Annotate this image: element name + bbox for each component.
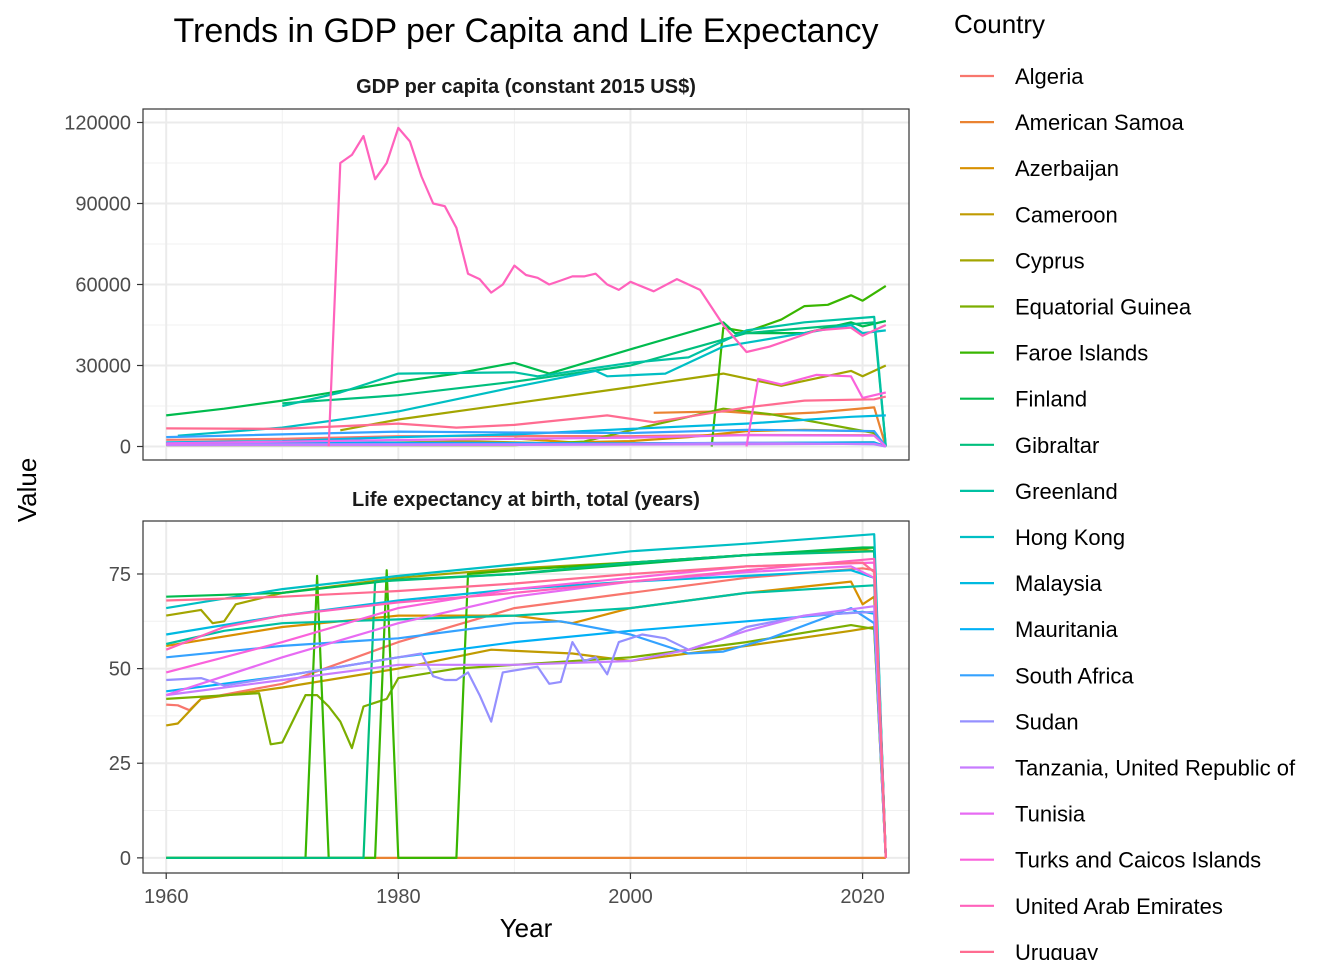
legend-label: Cyprus <box>1015 248 1085 273</box>
panel-title: GDP per capita (constant 2015 US$) <box>356 76 696 98</box>
legend-item: Mauritania <box>960 617 1118 642</box>
series-line-hong-kong <box>166 533 887 858</box>
series-line-cameroon <box>166 625 887 858</box>
x-tick-label: 2020 <box>840 886 885 908</box>
series-line-greenland <box>282 315 887 447</box>
legend-item: Finland <box>960 387 1087 412</box>
panels: GDP per capita (constant 2015 US$) 0 30000… <box>64 76 910 908</box>
x-tick-label: 1960 <box>144 886 189 908</box>
legend-item: Greenland <box>960 479 1118 504</box>
legend-label: Equatorial Guinea <box>1015 295 1192 320</box>
legend-item: United Arab Emirates <box>960 894 1223 919</box>
series-line-south-africa <box>166 428 887 448</box>
legend-item: Gibraltar <box>960 433 1099 458</box>
y-tick-label: 50 <box>109 659 131 681</box>
series-line-tanzania-united-republic-of <box>166 605 887 858</box>
legend-item: Malaysia <box>960 571 1103 596</box>
y-tick-label: 0 <box>120 437 131 459</box>
y-tick-label: 0 <box>120 848 131 870</box>
legend-item: Tunisia <box>960 802 1086 827</box>
x-tick-label: 1980 <box>376 886 421 908</box>
legend-item: Turks and Caicos Islands <box>960 848 1261 873</box>
series-line-united-arab-emirates <box>327 126 887 447</box>
series-line-cyprus <box>166 548 887 858</box>
legend-label: Cameroon <box>1015 202 1118 227</box>
legend-label: Sudan <box>1015 709 1079 734</box>
legend-label: Gibraltar <box>1015 433 1099 458</box>
series-group <box>166 126 887 448</box>
series-line-tanzania-united-republic-of <box>166 442 887 448</box>
series-line-hong-kong <box>177 323 886 437</box>
legend-item: Sudan <box>960 709 1079 734</box>
series-line-uruguay <box>166 395 887 430</box>
legend-label: South Africa <box>1015 663 1134 688</box>
legend: Country Algeria American Samoa Azerbaijan C… <box>954 9 1296 960</box>
legend-label: Uruguay <box>1015 940 1098 960</box>
legend-item: Faroe Islands <box>960 341 1148 366</box>
legend-item: Cameroon <box>960 202 1118 227</box>
series-line-cyprus <box>340 364 887 432</box>
series-line-greenland <box>165 584 887 858</box>
legend-label: Hong Kong <box>1015 525 1125 550</box>
series-line-gibraltar <box>166 550 887 859</box>
legend-label: American Samoa <box>1015 110 1185 135</box>
y-tick-label: 25 <box>109 753 131 775</box>
series-group <box>165 533 887 859</box>
legend-label: Azerbaijan <box>1015 156 1119 181</box>
legend-label: United Arab Emirates <box>1015 894 1223 919</box>
y-tick-label: 75 <box>109 564 131 586</box>
series-line-algeria <box>166 567 887 858</box>
panel-2: Life expectancy at birth, total (years) 0… <box>109 489 910 908</box>
series-line-tunisia <box>166 434 887 448</box>
y-tick-label: 120000 <box>64 113 131 135</box>
legend-label: Tanzania, United Republic of <box>1015 756 1296 781</box>
legend-label: Faroe Islands <box>1015 341 1148 366</box>
legend-item: South Africa <box>960 663 1134 688</box>
y-tick-label: 60000 <box>75 275 131 297</box>
series-line-uruguay <box>166 561 887 858</box>
legend-label: Algeria <box>1015 64 1084 89</box>
legend-item: Hong Kong <box>960 525 1125 550</box>
legend-item: Azerbaijan <box>960 156 1119 181</box>
legend-item: American Samoa <box>960 110 1185 135</box>
series-line-south-africa <box>166 607 887 858</box>
legend-item: Equatorial Guinea <box>960 295 1192 320</box>
y-axis-label: Value <box>12 458 42 523</box>
panel-1: GDP per capita (constant 2015 US$) 0 30000… <box>64 76 910 461</box>
panel-border <box>142 520 910 874</box>
y-tick-label: 30000 <box>75 356 131 378</box>
legend-label: Turks and Caicos Islands <box>1015 848 1261 873</box>
legend-item: Tanzania, United Republic of <box>960 756 1296 781</box>
legend-label: Finland <box>1015 387 1087 412</box>
legend-title: Country <box>954 9 1045 39</box>
legend-label: Malaysia <box>1015 571 1103 596</box>
x-tick-label: 2000 <box>608 886 653 908</box>
legend-item: Cyprus <box>960 248 1085 273</box>
legend-item: Algeria <box>960 64 1084 89</box>
x-axis-label: Year <box>500 913 553 943</box>
panel-background <box>143 521 909 873</box>
series-line-turks-and-caicos-islands <box>745 373 887 447</box>
panel-title: Life expectancy at birth, total (years) <box>352 489 700 511</box>
y-tick-label: 90000 <box>75 194 131 216</box>
chart-title: Trends in GDP per Capita and Life Expect… <box>174 12 879 50</box>
legend-item: Uruguay <box>960 940 1098 960</box>
legend-label: Mauritania <box>1015 617 1118 642</box>
legend-label: Greenland <box>1015 479 1118 504</box>
legend-label: Tunisia <box>1015 802 1086 827</box>
